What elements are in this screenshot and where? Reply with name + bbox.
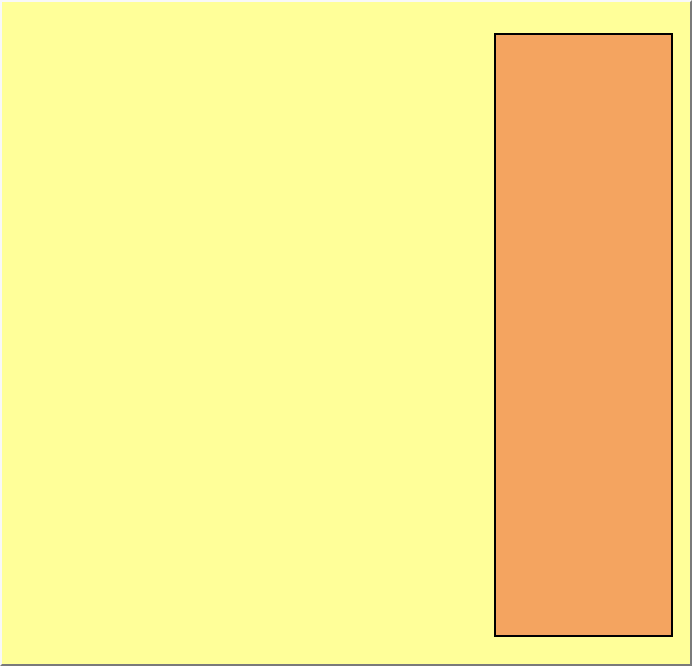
info-panel [494,33,673,637]
